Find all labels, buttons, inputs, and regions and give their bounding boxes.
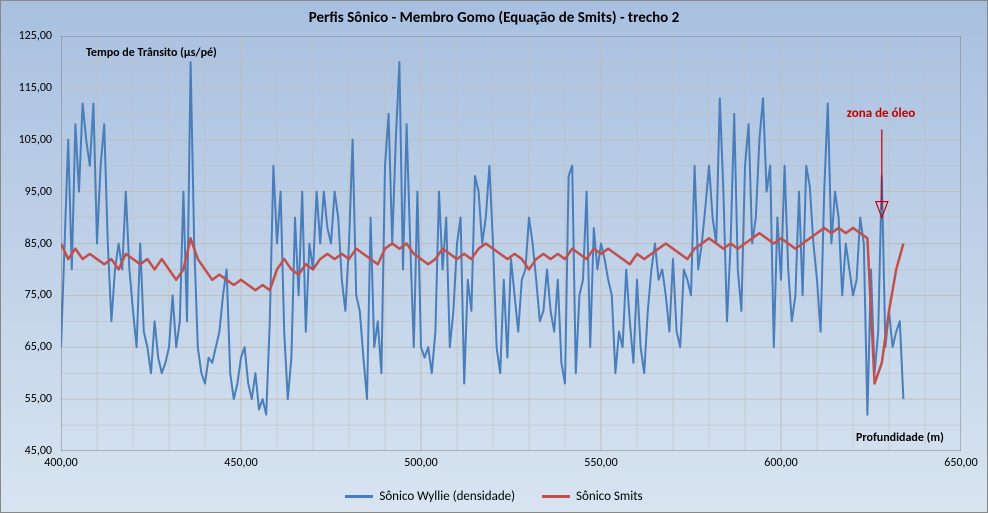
x-tick-label: 500,00 — [404, 456, 437, 470]
x-tick-label: 550,00 — [584, 456, 617, 470]
y-axis-label: Tempo de Trânsito (μs/pé) — [86, 46, 217, 60]
chart-container: Perfis Sônico - Membro Gomo (Equação de … — [0, 0, 988, 513]
plot-area — [61, 36, 961, 451]
chart-svg — [61, 36, 961, 451]
x-tick-label: 400,00 — [44, 456, 77, 470]
y-tick-label: 85,00 — [2, 237, 52, 251]
x-axis-label: Profundidade (m) — [856, 431, 944, 445]
x-tick-label: 450,00 — [224, 456, 257, 470]
legend-label-wyllie: Sônico Wyllie (densidade) — [379, 489, 515, 504]
y-tick-label: 65,00 — [2, 340, 52, 354]
chart-title: Perfis Sônico - Membro Gomo (Equação de … — [1, 9, 987, 27]
legend-item-smits: Sônico Smits — [542, 489, 643, 504]
legend: Sônico Wyllie (densidade) Sônico Smits — [1, 487, 987, 504]
legend-swatch-smits — [542, 495, 570, 498]
legend-label-smits: Sônico Smits — [576, 489, 643, 504]
legend-item-wyllie: Sônico Wyllie (densidade) — [345, 489, 515, 504]
y-tick-label: 75,00 — [2, 288, 52, 302]
annotation-label: zona de óleo — [847, 106, 915, 121]
y-tick-label: 125,00 — [2, 29, 52, 43]
legend-swatch-wyllie — [345, 495, 373, 498]
y-tick-label: 105,00 — [2, 133, 52, 147]
y-tick-label: 115,00 — [2, 81, 52, 95]
x-tick-label: 650,00 — [944, 456, 977, 470]
y-tick-label: 95,00 — [2, 185, 52, 199]
y-tick-label: 55,00 — [2, 392, 52, 406]
x-tick-label: 600,00 — [764, 456, 797, 470]
